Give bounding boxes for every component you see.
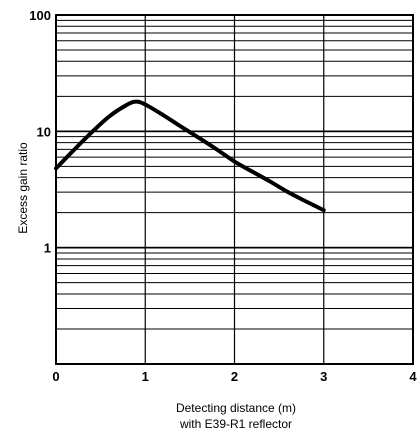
y-tick-label: 100 (29, 8, 51, 23)
series-line (54, 99, 326, 213)
x-tick-label: 3 (320, 369, 327, 384)
x-tick-label: 1 (142, 369, 149, 384)
y-axis-title: Excess gain ratio (16, 142, 30, 234)
x-axis-title: Detecting distance (m) (176, 401, 296, 415)
x-tick-label: 0 (52, 369, 59, 384)
tick-labels: 0 1 2 3 4 1 10 100 (29, 8, 417, 384)
x-axis-subtitle: with E39-R1 reflector (179, 417, 292, 431)
x-tick-label: 4 (409, 369, 417, 384)
y-tick-label: 10 (37, 124, 51, 139)
plot-frame (55, 14, 414, 365)
x-tick-label: 2 (231, 369, 238, 384)
y-tick-label: 1 (44, 241, 51, 256)
